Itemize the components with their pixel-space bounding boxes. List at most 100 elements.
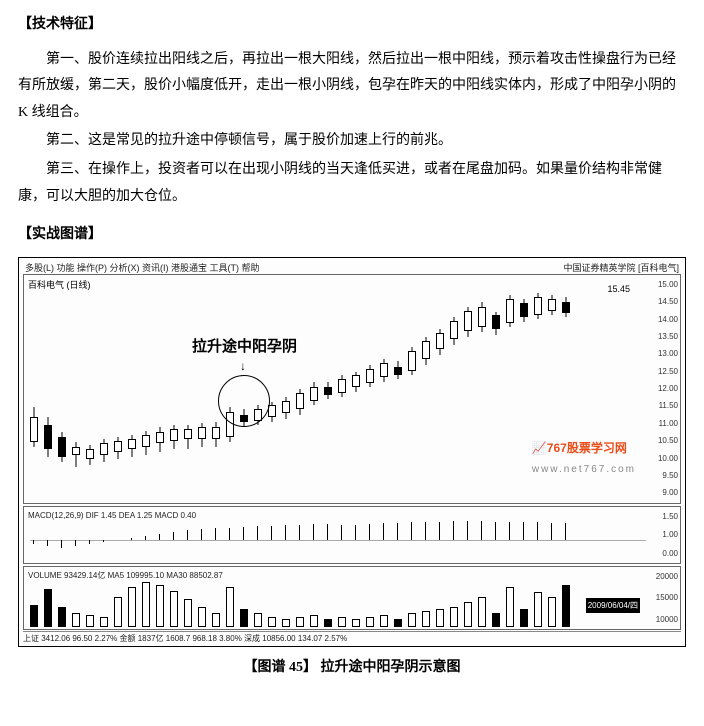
macd-bar — [285, 525, 286, 540]
macd-bar — [159, 534, 160, 540]
volume-bar — [310, 615, 318, 627]
volume-bar — [142, 582, 150, 627]
chart-frame: 多股(L) 功能 操作(P) 分析(X) 资讯(I) 港股通宝 工具(T) 帮助… — [18, 257, 686, 647]
volume-bar — [492, 613, 500, 627]
macd-bar — [313, 524, 314, 540]
volume-bar — [464, 602, 472, 627]
volume-bar — [338, 617, 346, 627]
volume-bar — [394, 619, 402, 627]
ytick: 15.00 — [648, 277, 678, 292]
macd-bar — [523, 522, 524, 540]
macd-bar — [89, 540, 90, 544]
watermark-brand: 767股票学习网 — [547, 441, 627, 455]
volume-bar — [520, 609, 528, 627]
volume-bar — [324, 619, 332, 627]
macd-bar — [229, 528, 230, 540]
macd-panel: MACD(12,26,9) DIF 1.45 DEA 1.25 MACD 0.4… — [23, 506, 681, 564]
annotation-circle — [218, 375, 270, 427]
macd-bar — [201, 529, 202, 540]
volume-bar — [408, 613, 416, 627]
macd-bar — [369, 524, 370, 540]
macd-bar — [537, 522, 538, 540]
macd-bar — [33, 540, 34, 544]
ytick: 14.50 — [648, 294, 678, 309]
price-yaxis: 15.0014.5014.0013.5013.0012.5012.0011.50… — [648, 277, 678, 501]
volume-bar — [212, 613, 220, 627]
figure-caption: 【图谱 45】 拉升途中阳孕阴示意图 — [18, 655, 686, 682]
macd-bars — [30, 521, 646, 559]
macd-bar — [425, 522, 426, 540]
macd-bar — [467, 521, 468, 540]
volume-bar — [58, 607, 66, 627]
volume-bar — [86, 615, 94, 627]
macd-bar — [565, 523, 566, 540]
macd-bar — [481, 521, 482, 540]
macd-bar — [61, 540, 62, 548]
volume-bar — [506, 587, 514, 627]
date-badge: 2009/06/04/四 — [586, 598, 640, 613]
macd-bar — [145, 536, 146, 540]
macd-bar — [173, 532, 174, 540]
volume-bar — [450, 607, 458, 627]
macd-bar — [131, 538, 132, 540]
volume-bar — [268, 617, 276, 627]
watermark: 📈767股票学习网 www.net767.com — [532, 437, 636, 479]
volume-bar — [380, 615, 388, 627]
ytick: 9.00 — [648, 485, 678, 500]
para-2: 第二、这是常见的拉升途中停顿信号，属于股价加速上行的前兆。 — [18, 128, 686, 155]
volume-bar — [170, 591, 178, 627]
macd-bar — [495, 522, 496, 540]
volume-bar — [226, 587, 234, 627]
volume-bar — [128, 587, 136, 627]
macd-bar — [355, 525, 356, 540]
vol-yaxis: 200001500010000 — [648, 569, 678, 627]
macd-tick: 1.50 — [648, 509, 678, 524]
volume-bar — [436, 609, 444, 627]
volume-bar — [562, 585, 570, 627]
macd-bar — [327, 524, 328, 540]
macd-bar — [257, 526, 258, 540]
volume-bar — [72, 613, 80, 627]
volume-bar — [30, 605, 38, 627]
volume-bar — [422, 611, 430, 627]
macd-bar — [439, 522, 440, 540]
volume-bar — [296, 617, 304, 627]
macd-bar — [411, 522, 412, 540]
ytick: 13.00 — [648, 346, 678, 361]
macd-bar — [341, 525, 342, 540]
volume-bar — [282, 619, 290, 627]
volume-bar — [254, 613, 262, 627]
price-panel: 百科电气 (日线) 15.45 15.0014.5014.0013.5013.0… — [23, 274, 681, 504]
macd-bar — [397, 523, 398, 540]
volume-bar — [198, 607, 206, 627]
volume-bar — [156, 585, 164, 627]
section-title-tech: 【技术特征】 — [18, 12, 686, 39]
ytick: 10.50 — [648, 433, 678, 448]
status-bar: 上证 3412.06 96.50 2.27% 金额 1837亿 1608.7 9… — [23, 631, 681, 645]
para-3: 第三、在操作上，投资者可以在出现小阴线的当天逢低买进，或者在尾盘加码。如果量价结… — [18, 157, 686, 210]
macd-bar — [551, 523, 552, 540]
volume-bar — [366, 617, 374, 627]
ytick: 13.50 — [648, 329, 678, 344]
volume-panel: VOLUME 93429.14亿 MA5 109995.10 MA30 8850… — [23, 566, 681, 630]
macd-zero-line — [30, 540, 646, 541]
volume-bars — [30, 579, 646, 627]
macd-bar — [215, 528, 216, 540]
section-title-chart: 【实战图谱】 — [18, 222, 686, 249]
ytick: 10.00 — [648, 451, 678, 466]
macd-bar — [509, 522, 510, 540]
volume-bar — [534, 592, 542, 627]
macd-yaxis: 1.501.000.00 — [648, 509, 678, 561]
macd-bar — [103, 540, 104, 542]
macd-bar — [47, 540, 48, 546]
macd-bar — [75, 540, 76, 546]
volume-bar — [114, 597, 122, 627]
ytick: 12.00 — [648, 381, 678, 396]
volume-bar — [352, 619, 360, 627]
ytick: 11.00 — [648, 416, 678, 431]
volume-bar — [100, 617, 108, 627]
macd-bar — [383, 523, 384, 540]
ytick: 14.00 — [648, 312, 678, 327]
macd-bar — [453, 521, 454, 540]
ytick: 12.50 — [648, 364, 678, 379]
